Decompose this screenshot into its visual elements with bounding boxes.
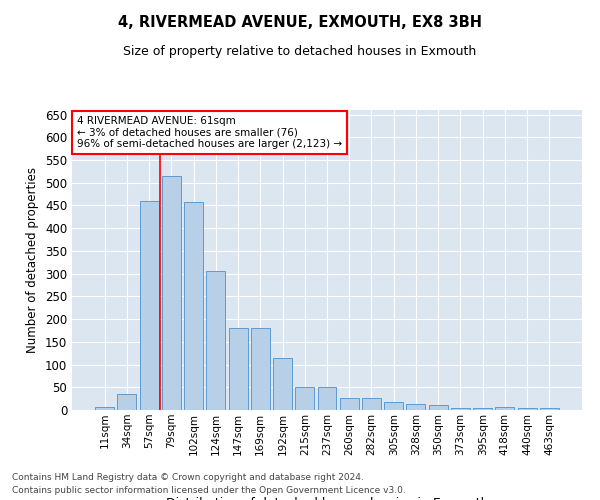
Bar <box>406 404 425 410</box>
Bar <box>496 407 514 410</box>
Bar <box>295 388 314 410</box>
Text: Contains public sector information licensed under the Open Government Licence v3: Contains public sector information licen… <box>12 486 406 495</box>
Bar <box>384 402 403 410</box>
Bar <box>273 358 292 410</box>
Bar <box>473 408 492 410</box>
Text: 4 RIVERMEAD AVENUE: 61sqm
← 3% of detached houses are smaller (76)
96% of semi-d: 4 RIVERMEAD AVENUE: 61sqm ← 3% of detach… <box>77 116 342 149</box>
Bar <box>206 272 225 410</box>
Bar <box>451 408 470 410</box>
Bar <box>184 202 203 410</box>
Bar <box>229 328 248 410</box>
Bar <box>162 176 181 410</box>
Bar <box>140 201 158 410</box>
Bar <box>317 388 337 410</box>
Text: Size of property relative to detached houses in Exmouth: Size of property relative to detached ho… <box>124 45 476 58</box>
Bar <box>429 406 448 410</box>
Y-axis label: Number of detached properties: Number of detached properties <box>26 167 40 353</box>
Bar <box>518 408 536 410</box>
Bar <box>95 407 114 410</box>
Bar <box>118 394 136 410</box>
Bar <box>340 398 359 410</box>
Bar <box>362 398 381 410</box>
Bar <box>251 328 270 410</box>
Bar <box>540 408 559 410</box>
Text: 4, RIVERMEAD AVENUE, EXMOUTH, EX8 3BH: 4, RIVERMEAD AVENUE, EXMOUTH, EX8 3BH <box>118 15 482 30</box>
Text: Contains HM Land Registry data © Crown copyright and database right 2024.: Contains HM Land Registry data © Crown c… <box>12 474 364 482</box>
X-axis label: Distribution of detached houses by size in Exmouth: Distribution of detached houses by size … <box>166 496 488 500</box>
